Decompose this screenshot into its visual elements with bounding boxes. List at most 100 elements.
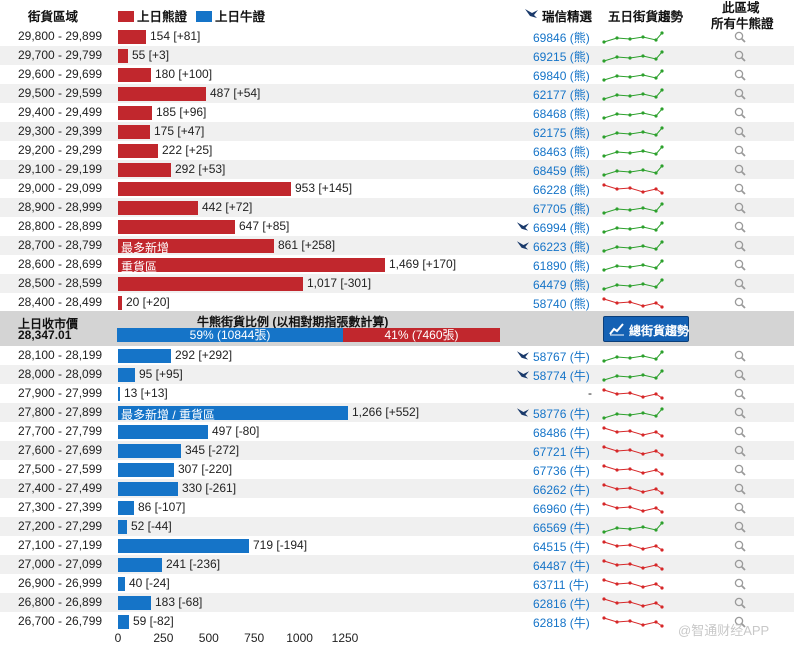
bull-bar [118, 444, 181, 458]
cbbc-code-link[interactable]: 58767 (牛) [533, 350, 590, 364]
range-label: 26,800 - 26,899 [18, 595, 103, 609]
cbbc-code-link[interactable]: 66960 (牛) [533, 502, 590, 516]
search-icon[interactable] [734, 126, 746, 138]
bear-row: 28,900 - 28,999 442 [+72] 67705 (熊) [0, 198, 794, 217]
bull-row: 28,100 - 28,199 292 [+292] 58767 (牛) [0, 346, 794, 365]
search-icon[interactable] [734, 426, 746, 438]
issuer-bird-icon [516, 222, 530, 231]
cbbc-code-link[interactable]: 58776 (牛) [533, 407, 590, 421]
search-icon[interactable] [734, 202, 746, 214]
search-icon[interactable] [734, 388, 746, 400]
cbbc-code-link[interactable]: 64487 (牛) [533, 559, 590, 573]
cbbc-code-link[interactable]: 66994 (熊) [533, 221, 590, 235]
cbbc-code-link[interactable]: 67721 (牛) [533, 445, 590, 459]
code-placeholder: - [588, 386, 592, 400]
search-icon[interactable] [734, 297, 746, 309]
cbbc-code-link[interactable]: 68486 (牛) [533, 426, 590, 440]
five-day-trend-sparkline [602, 202, 664, 215]
search-icon[interactable] [734, 369, 746, 381]
cbbc-code-link[interactable]: 58740 (熊) [533, 297, 590, 311]
cbbc-code-link[interactable]: 62818 (牛) [533, 616, 590, 630]
range-label: 29,400 - 29,499 [18, 105, 103, 119]
bear-bar [118, 201, 198, 215]
value-change-label: 861 [+258] [278, 238, 336, 252]
search-icon[interactable] [734, 407, 746, 419]
cbbc-code-link[interactable]: 69840 (熊) [533, 69, 590, 83]
search-icon[interactable] [734, 578, 746, 590]
bull-bar [118, 596, 151, 610]
total-trend-button[interactable]: 總街貨趨勢 [603, 316, 689, 342]
value-change-label: 13 [+13] [124, 386, 168, 400]
search-icon[interactable] [734, 445, 746, 457]
bull-row: 27,000 - 27,099 241 [-236] 64487 (牛) [0, 555, 794, 574]
search-icon[interactable] [734, 88, 746, 100]
search-icon[interactable] [734, 521, 746, 533]
cbbc-code-link[interactable]: 62816 (牛) [533, 597, 590, 611]
value-change-label: 647 [+85] [239, 219, 290, 233]
cbbc-code-link[interactable]: 66228 (熊) [533, 183, 590, 197]
search-icon[interactable] [734, 483, 746, 495]
search-icon[interactable] [734, 221, 746, 233]
cbbc-code-link[interactable]: 68463 (熊) [533, 145, 590, 159]
cbbc-code-link[interactable]: 69215 (熊) [533, 50, 590, 64]
cbbc-code-link[interactable]: 68468 (熊) [533, 107, 590, 121]
x-tick-label: 1000 [286, 631, 313, 645]
range-label: 28,800 - 28,899 [18, 219, 103, 233]
range-label: 27,100 - 27,199 [18, 538, 103, 552]
cbbc-code-link[interactable]: 69846 (熊) [533, 31, 590, 45]
search-icon[interactable] [734, 502, 746, 514]
five-day-trend-sparkline [602, 521, 664, 534]
five-day-trend-sparkline [602, 240, 664, 253]
cbbc-code-link[interactable]: 67736 (牛) [533, 464, 590, 478]
bull-row: 27,500 - 27,599 307 [-220] 67736 (牛) [0, 460, 794, 479]
search-icon[interactable] [734, 107, 746, 119]
cbbc-code-link[interactable]: 58774 (牛) [533, 369, 590, 383]
cbbc-code-link[interactable]: 61890 (熊) [533, 259, 590, 273]
cbbc-code-link[interactable]: 66223 (熊) [533, 240, 590, 254]
value-change-label: 953 [+145] [295, 181, 353, 195]
cbbc-code-link[interactable]: 68459 (熊) [533, 164, 590, 178]
search-icon[interactable] [734, 50, 746, 62]
search-icon[interactable] [734, 31, 746, 43]
search-icon[interactable] [734, 259, 746, 271]
search-icon[interactable] [734, 559, 746, 571]
cbbc-code-link[interactable]: 63711 (牛) [533, 578, 589, 592]
bull-bar [118, 368, 135, 382]
five-day-trend-sparkline [602, 145, 664, 158]
search-icon[interactable] [734, 350, 746, 362]
search-icon[interactable] [734, 616, 746, 628]
bull-bar [118, 463, 174, 477]
x-tick-label: 750 [244, 631, 265, 645]
search-icon[interactable] [734, 278, 746, 290]
cbbc-code-link[interactable]: 64479 (熊) [533, 278, 590, 292]
five-day-trend-sparkline [602, 540, 664, 552]
cbbc-code-link[interactable]: 62177 (熊) [533, 88, 590, 102]
range-label: 28,500 - 28,599 [18, 276, 103, 290]
cbbc-code-link[interactable]: 67705 (熊) [533, 202, 590, 216]
search-icon[interactable] [734, 183, 746, 195]
five-day-trend-sparkline [602, 69, 664, 82]
search-icon[interactable] [734, 597, 746, 609]
cbbc-code-link[interactable]: 66262 (牛) [533, 483, 590, 497]
cbbc-code-link[interactable]: 66569 (牛) [533, 521, 590, 535]
cbbc-code-link[interactable]: 64515 (牛) [533, 540, 590, 554]
search-icon[interactable] [734, 145, 746, 157]
value-change-label: 59 [-82] [133, 614, 174, 628]
x-tick-label: 1250 [331, 631, 359, 645]
search-icon[interactable] [734, 69, 746, 81]
value-change-label: 95 [+95] [139, 367, 183, 381]
bull-bar [118, 539, 249, 553]
five-day-trend-sparkline [602, 597, 664, 609]
search-icon[interactable] [734, 540, 746, 552]
search-icon[interactable] [734, 164, 746, 176]
bear-bar [118, 68, 151, 82]
range-label: 28,700 - 28,799 [18, 238, 103, 252]
search-icon[interactable] [734, 464, 746, 476]
five-day-trend-sparkline [602, 350, 664, 363]
bull-row: 26,800 - 26,899 183 [-68] 62816 (牛) [0, 593, 794, 612]
bear-bar: 重貨區 [118, 258, 385, 274]
bull-bear-ratio-title: 牛熊街貨比例 (以相對期指張數計算) [197, 315, 389, 329]
search-icon[interactable] [734, 240, 746, 252]
bear-legend-swatch [118, 11, 134, 22]
cbbc-code-link[interactable]: 62175 (熊) [533, 126, 590, 140]
